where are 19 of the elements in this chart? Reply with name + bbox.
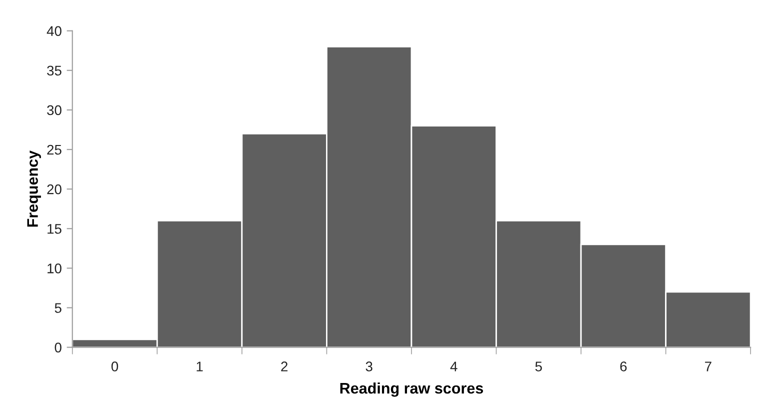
y-tick-label: 40 <box>46 26 62 36</box>
x-tick-label: 6 <box>620 362 627 372</box>
x-tick-label: 2 <box>281 362 288 372</box>
y-tick-label: 15 <box>48 224 62 234</box>
y-tick-label: 10 <box>48 264 62 274</box>
x-tick-label: 4 <box>450 362 458 372</box>
y-tick-label: 20 <box>47 184 62 194</box>
x-tick-label: 1 <box>196 362 203 372</box>
y-axis-title: Frequency <box>27 150 41 227</box>
x-tick-label: 3 <box>366 362 372 372</box>
y-tick-label: 25 <box>47 144 62 155</box>
y-tick-label: 0 <box>54 342 62 352</box>
x-tick-label: 5 <box>535 362 542 372</box>
x-tick-label: 7 <box>705 362 712 372</box>
x-tick-label: 0 <box>111 362 118 372</box>
x-axis-title: Reading raw scores <box>340 382 484 397</box>
y-tick-label: 5 <box>54 303 62 313</box>
y-tick-label: 30 <box>47 105 62 116</box>
y-tick-label: 35 <box>47 66 62 76</box>
